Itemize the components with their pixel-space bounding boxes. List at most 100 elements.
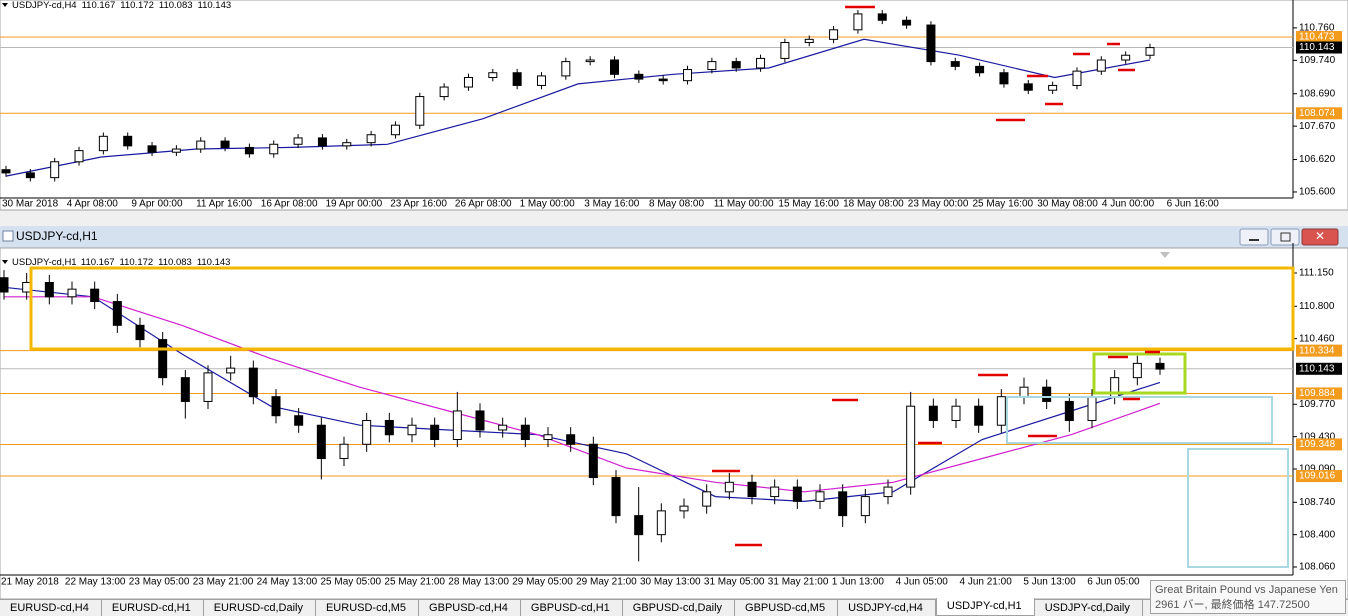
price-label: 110.334 bbox=[1299, 345, 1335, 356]
moving-average bbox=[4, 296, 1161, 493]
candle-body bbox=[74, 150, 84, 163]
tab[interactable]: GBPUSD-cd,M5 bbox=[735, 600, 839, 616]
candle-body bbox=[1072, 70, 1082, 86]
price-label-box bbox=[1296, 387, 1342, 400]
x-tick-label: 19 Apr 00:00 bbox=[326, 199, 383, 210]
zone-rectangle bbox=[1006, 396, 1273, 444]
tab[interactable]: USDJPY-cd,H4 bbox=[838, 600, 936, 616]
candle-body bbox=[611, 477, 621, 517]
price-label-box bbox=[1296, 438, 1342, 451]
price-label-box bbox=[1296, 41, 1342, 54]
candle-body bbox=[906, 405, 916, 488]
close-icon: ✕ bbox=[1315, 229, 1325, 243]
price-label: 109.016 bbox=[1299, 471, 1336, 482]
candle-body bbox=[543, 434, 553, 441]
candle-body bbox=[203, 372, 213, 402]
price-label: 108.074 bbox=[1299, 108, 1336, 119]
y-tick-label: 109.770 bbox=[1299, 399, 1336, 410]
candle-body bbox=[610, 59, 620, 75]
header-price: 110.167 bbox=[82, 0, 116, 11]
candle-body bbox=[50, 161, 60, 179]
candle-body bbox=[362, 419, 372, 445]
candle-body bbox=[294, 415, 304, 426]
x-tick-label: 24 May 13:00 bbox=[257, 577, 318, 588]
tooltip-line: Great Britain Pound vs Japanese Yen bbox=[1155, 584, 1338, 596]
shift-marker bbox=[1160, 252, 1170, 258]
candle-body bbox=[1019, 386, 1029, 398]
tab[interactable]: GBPUSD-cd,Daily bbox=[623, 600, 736, 616]
candle-body bbox=[561, 61, 571, 77]
price-label-box bbox=[1296, 362, 1342, 375]
tab[interactable]: EURUSD-cd,Daily bbox=[204, 600, 316, 616]
candle-body bbox=[1145, 47, 1155, 56]
candle-body bbox=[585, 59, 595, 63]
candle-body bbox=[815, 491, 825, 502]
header-price: 110.167 bbox=[81, 257, 115, 268]
candle-body bbox=[792, 486, 802, 502]
x-tick-label: 6 Jun 05:00 bbox=[1087, 577, 1140, 588]
bottom-chart-panel bbox=[0, 247, 1348, 600]
header-price: 110.172 bbox=[120, 0, 154, 11]
header-price: 110.083 bbox=[158, 257, 192, 268]
tab[interactable]: EURUSD-cd,M5 bbox=[316, 600, 420, 616]
x-tick-label: 4 Jun 05:00 bbox=[896, 577, 949, 588]
candle-body bbox=[1023, 83, 1033, 91]
tooltip: Great Britain Pound vs Japanese Yen 2961… bbox=[1150, 580, 1346, 614]
close-button[interactable] bbox=[1301, 228, 1339, 246]
x-tick-label: 30 May 08:00 bbox=[1037, 199, 1098, 210]
candle-body bbox=[1121, 54, 1131, 61]
x-tick-label: 1 May 00:00 bbox=[520, 199, 575, 210]
x-tick-label: 31 May 05:00 bbox=[704, 577, 765, 588]
candle-body bbox=[999, 72, 1009, 85]
candle-body bbox=[439, 86, 449, 98]
candle-body bbox=[248, 367, 258, 398]
tab[interactable]: EURUSD-cd,H1 bbox=[102, 600, 204, 616]
candle-body bbox=[1048, 84, 1058, 91]
tab[interactable]: GBPUSD-cd,H4 bbox=[419, 600, 521, 616]
candle-body bbox=[780, 42, 790, 59]
candle-body bbox=[951, 405, 961, 421]
candle-body bbox=[702, 491, 712, 507]
x-tick-label: 23 May 05:00 bbox=[129, 577, 190, 588]
candle-body bbox=[316, 424, 326, 460]
tab[interactable]: GBPUSD-cd,H1 bbox=[521, 600, 623, 616]
restore-button[interactable] bbox=[1270, 228, 1300, 246]
tab[interactable]: USDJPY-cd,H1 bbox=[935, 598, 1035, 616]
candle-body bbox=[770, 486, 780, 498]
x-tick-label: 25 May 05:00 bbox=[321, 577, 382, 588]
candle-body bbox=[220, 140, 230, 148]
price-label: 110.473 bbox=[1299, 32, 1335, 43]
price-label-box bbox=[1296, 344, 1342, 357]
tab[interactable]: EURUSD-cd,H4 bbox=[0, 600, 102, 616]
candle-body bbox=[996, 396, 1006, 426]
candle-body bbox=[407, 424, 417, 436]
candle-body bbox=[339, 443, 349, 460]
candle-body bbox=[269, 143, 279, 155]
header-arrow bbox=[2, 260, 8, 264]
candle-body bbox=[123, 135, 133, 147]
candle-body bbox=[1064, 400, 1074, 421]
restore-icon bbox=[1280, 232, 1291, 242]
tab[interactable]: USDJPY-cd,Daily bbox=[1035, 600, 1143, 616]
candle-body bbox=[488, 72, 498, 78]
candle-body bbox=[804, 38, 814, 44]
price-label: 110.143 bbox=[1299, 363, 1335, 374]
candle-body bbox=[829, 29, 839, 40]
zone-rectangle bbox=[1187, 448, 1289, 568]
x-tick-label: 31 May 21:00 bbox=[768, 577, 829, 588]
zone-rectangle bbox=[29, 266, 1295, 351]
candle-body bbox=[342, 142, 352, 147]
candle-body bbox=[974, 405, 984, 426]
candle-body bbox=[415, 96, 425, 126]
x-tick-label: 22 May 13:00 bbox=[65, 577, 126, 588]
x-tick-label: 6 Jun 16:00 bbox=[1167, 199, 1220, 210]
candle-body bbox=[536, 75, 546, 86]
candle-body bbox=[90, 288, 100, 303]
candle-body bbox=[498, 424, 508, 431]
minimize-button[interactable] bbox=[1239, 228, 1269, 246]
candle-body bbox=[22, 281, 32, 293]
chart-layer: 111.150 110.800 110.460 109.770 109.430 109.0… bbox=[0, 243, 1342, 588]
y-tick-label: 108.400 bbox=[1299, 529, 1336, 540]
candle-body bbox=[147, 145, 157, 153]
marker-group bbox=[712, 5, 1160, 547]
